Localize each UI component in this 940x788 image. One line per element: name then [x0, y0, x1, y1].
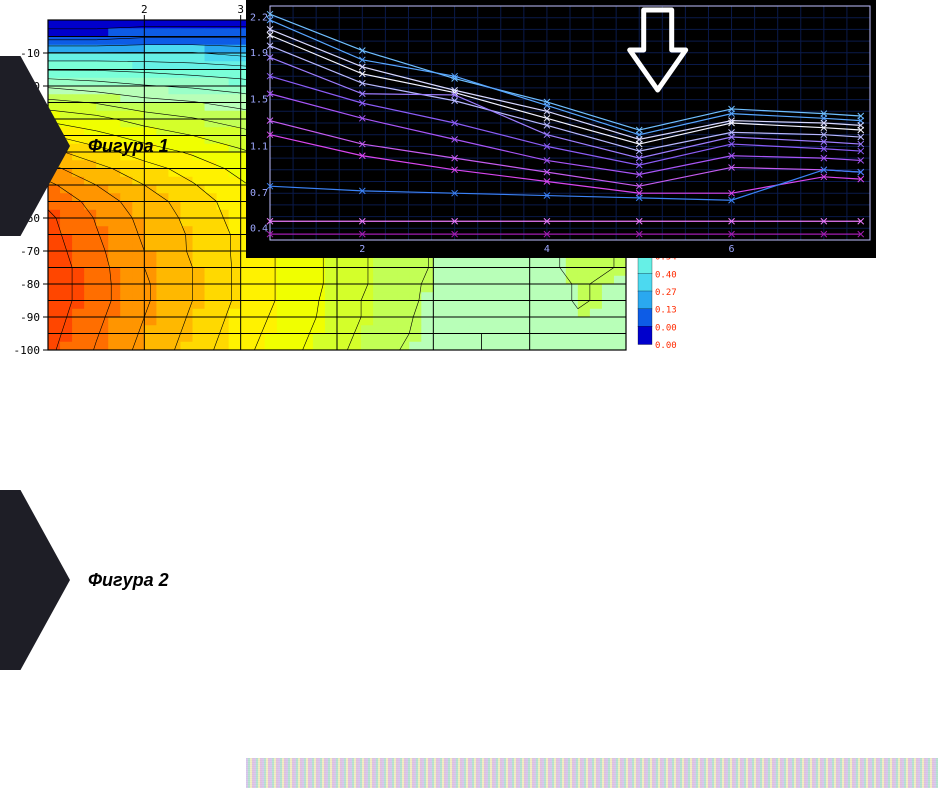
svg-text:0.13: 0.13 — [655, 306, 677, 316]
svg-text:-100: -100 — [14, 344, 41, 357]
svg-text:4: 4 — [544, 244, 550, 255]
noise-decoration — [246, 758, 938, 788]
svg-text:6: 6 — [729, 244, 735, 255]
svg-text:0.4: 0.4 — [250, 223, 268, 234]
svg-text:-70: -70 — [20, 245, 40, 258]
chevron-shape — [0, 56, 70, 236]
svg-text:1.5: 1.5 — [250, 95, 268, 106]
figure1-label-block: Фигура 1 — [0, 56, 220, 236]
svg-text:3: 3 — [237, 3, 244, 16]
svg-text:0.7: 0.7 — [250, 188, 268, 199]
svg-text:1.9: 1.9 — [250, 48, 268, 59]
figure1-label: Фигура 1 — [88, 136, 169, 157]
svg-text:0.40: 0.40 — [655, 270, 677, 280]
svg-text:0.27: 0.27 — [655, 288, 677, 298]
svg-text:2.2: 2.2 — [250, 13, 268, 24]
svg-text:1.1: 1.1 — [250, 141, 268, 152]
svg-text:0.00: 0.00 — [655, 341, 677, 351]
svg-text:2: 2 — [141, 3, 148, 16]
svg-text:-80: -80 — [20, 278, 40, 291]
chevron-shape — [0, 490, 70, 670]
svg-text:2: 2 — [359, 244, 365, 255]
line-chart-figure1: 2 4 6 0.4 0.7 1.1 1.5 1.9 2.2 — [246, 0, 876, 258]
svg-text:0.00: 0.00 — [655, 323, 677, 333]
figure2-label: Фигура 2 — [88, 570, 169, 591]
svg-text:-90: -90 — [20, 311, 40, 324]
figure2-label-block: Фигура 2 — [0, 490, 220, 670]
